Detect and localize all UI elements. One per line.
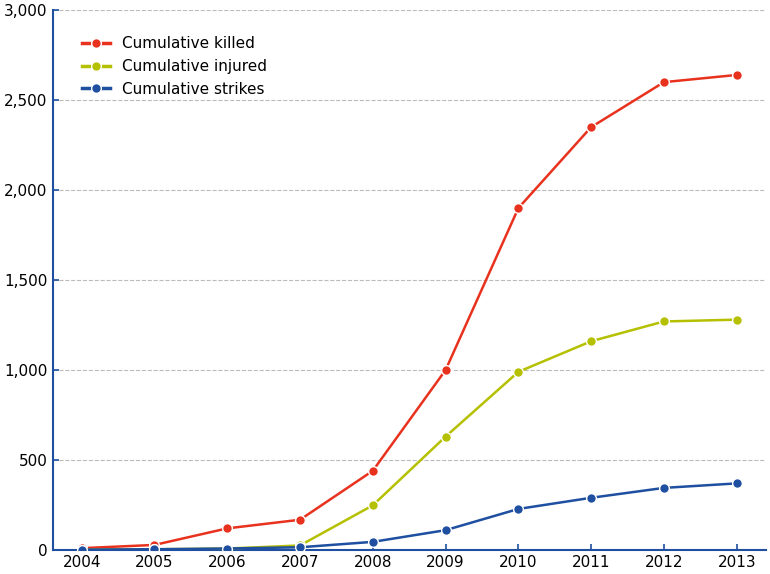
Legend: Cumulative killed, Cumulative injured, Cumulative strikes: Cumulative killed, Cumulative injured, C… xyxy=(75,29,274,104)
Cumulative killed xyxy=(514,205,523,212)
Cumulative injured xyxy=(296,542,305,549)
Cumulative strikes xyxy=(514,506,523,513)
Cumulative strikes xyxy=(223,545,232,552)
Cumulative injured xyxy=(77,546,86,553)
Cumulative strikes xyxy=(587,494,596,501)
Cumulative strikes xyxy=(659,484,668,491)
Cumulative strikes xyxy=(732,480,742,487)
Cumulative killed xyxy=(659,79,668,86)
Line: Cumulative strikes: Cumulative strikes xyxy=(77,479,742,554)
Cumulative killed xyxy=(732,72,742,79)
Cumulative injured xyxy=(514,369,523,375)
Cumulative injured xyxy=(150,546,159,553)
Cumulative injured xyxy=(659,318,668,325)
Cumulative strikes xyxy=(441,527,450,534)
Cumulative injured xyxy=(732,316,742,323)
Cumulative killed xyxy=(150,541,159,548)
Cumulative injured xyxy=(223,545,232,552)
Cumulative killed xyxy=(441,367,450,374)
Cumulative strikes xyxy=(368,538,377,545)
Cumulative strikes xyxy=(296,544,305,550)
Cumulative injured xyxy=(587,338,596,345)
Line: Cumulative killed: Cumulative killed xyxy=(77,70,742,553)
Cumulative killed xyxy=(223,525,232,532)
Cumulative killed xyxy=(296,516,305,523)
Cumulative killed xyxy=(587,123,596,130)
Cumulative strikes xyxy=(150,546,159,553)
Cumulative injured xyxy=(441,433,450,440)
Cumulative killed xyxy=(77,545,86,552)
Cumulative killed xyxy=(368,467,377,474)
Line: Cumulative injured: Cumulative injured xyxy=(77,315,742,554)
Cumulative injured xyxy=(368,502,377,509)
Cumulative strikes xyxy=(77,546,86,553)
